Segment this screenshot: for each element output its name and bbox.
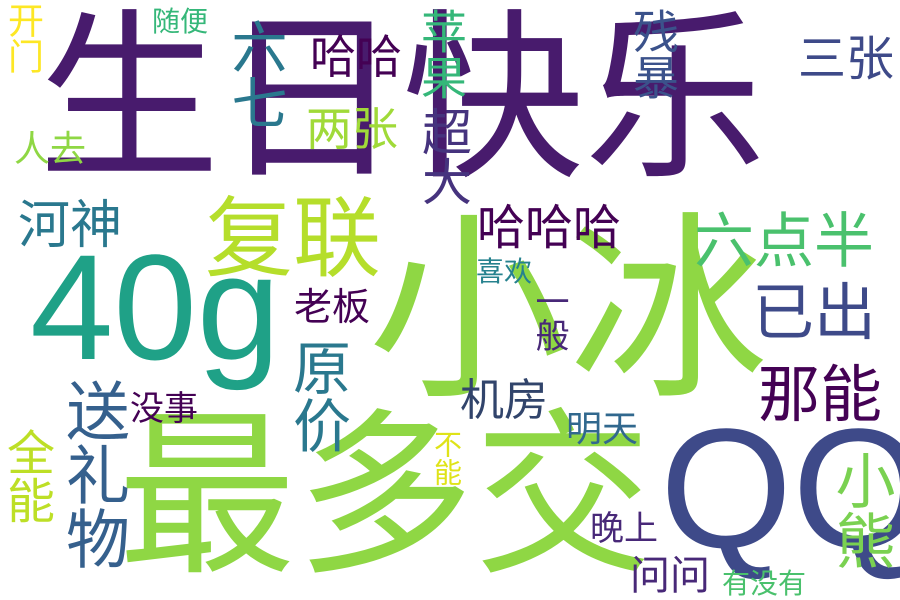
word-kaimen: 开门 (2, 2, 43, 74)
word-yichu: 已出 (752, 276, 877, 349)
word-renqu: 人去 (14, 129, 87, 170)
word-haha: 哈哈 (310, 30, 402, 84)
word-zuiduojiao: 最多交 (118, 393, 652, 600)
word-liangzhang: 两张 (306, 102, 398, 156)
word-naneng: 那能 (758, 358, 883, 431)
word-meishi: 没事 (130, 389, 198, 429)
word-youmeiyou: 有没有 (722, 567, 807, 600)
word-wenwen: 问问 (630, 553, 710, 599)
word-xiaobing: 小冰 (368, 195, 769, 428)
word-quanneng: 全能 (0, 428, 54, 524)
word-qq: QQ (660, 394, 900, 584)
word-yuanjia: 原价 (283, 338, 351, 454)
word-xihuan: 喜欢 (476, 255, 533, 288)
word-40g: 40g (30, 223, 281, 391)
word-pingguo: 苹果 (414, 8, 468, 100)
word-suibian: 随便 (152, 5, 209, 38)
word-chaoda: 超大 (414, 106, 472, 206)
word-xiaoxiong: 小熊 (825, 450, 895, 570)
word-liuqi: 六七 (222, 18, 287, 130)
word-hahaha: 哈哈哈 (477, 200, 622, 256)
word-liudianban: 六点半 (694, 207, 874, 277)
word-shengrikuaile: 生日快乐 (38, 0, 766, 205)
word-laoban: 老板 (294, 285, 371, 329)
word-mingtian: 明天 (566, 409, 639, 450)
word-buneng: 不能 (430, 430, 463, 486)
word-wanshang: 晚上 (590, 509, 658, 549)
word-jifang: 机房 (460, 375, 548, 426)
word-fulian: 复联 (205, 187, 382, 290)
word-sanzhang: 三张 (798, 31, 895, 87)
word-songliwu: 送礼物 (55, 378, 129, 570)
word-yiban: 一般 (529, 284, 569, 352)
word-canbao: 残暴 (626, 8, 680, 100)
word-heshen: 河神 (18, 196, 123, 256)
